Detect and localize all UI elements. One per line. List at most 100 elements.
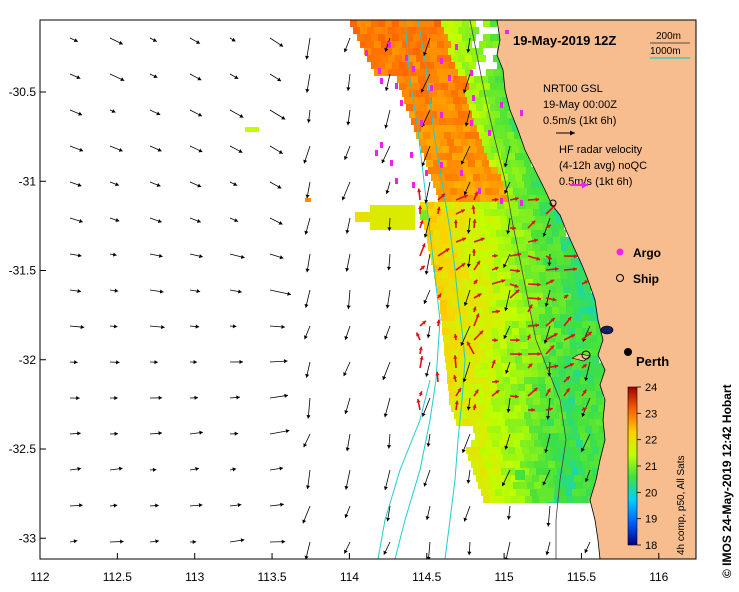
nrt-vector — [425, 253, 431, 275]
nrt-vector-head — [232, 324, 237, 329]
sst-pixel — [581, 384, 588, 391]
sst-pixel — [480, 223, 487, 230]
sst-pixel — [592, 426, 599, 433]
sst-pixel — [533, 419, 540, 426]
sst-pixel — [472, 132, 479, 139]
sst-pixel — [470, 167, 477, 174]
sst-pixel — [519, 167, 526, 174]
sst-pixel — [550, 356, 557, 363]
nrt-vector-head — [232, 467, 237, 472]
sst-pixel — [469, 62, 476, 69]
sst-pixel — [569, 440, 576, 447]
hf-vector-head — [528, 304, 533, 309]
nrt-vector — [269, 289, 292, 295]
nrt-vector-head — [281, 539, 286, 544]
sst-pixel — [487, 356, 494, 363]
nrt-vector-head — [424, 270, 429, 275]
sst-pixel — [513, 482, 520, 489]
nrt-vector-head — [423, 299, 428, 304]
nrt-vector-head — [346, 87, 351, 91]
sst-pixel — [420, 34, 427, 41]
nrt-vector-head — [238, 149, 243, 153]
sst-pixel — [430, 111, 437, 118]
nrt-vector-head — [305, 373, 310, 378]
sst-pixel — [451, 55, 458, 62]
sst-pixel — [504, 475, 511, 482]
sst-pixel — [510, 412, 517, 419]
sst-pixel — [567, 272, 574, 279]
sst-pixel — [486, 342, 493, 349]
sst-pixel — [494, 174, 501, 181]
sst-pixel — [458, 55, 465, 62]
sst-pixel — [587, 300, 594, 307]
nrt-vector-head — [156, 111, 161, 116]
sst-pixel — [447, 370, 454, 377]
sst-pixel — [556, 251, 563, 258]
sst-pixel — [456, 391, 463, 398]
sst-pixel — [395, 69, 402, 76]
sst-pixel — [446, 363, 453, 370]
sst-pixel — [452, 293, 459, 300]
sst-pixel — [579, 363, 586, 370]
hf-vector-head — [515, 289, 520, 294]
sst-pixel — [440, 307, 447, 314]
sst-pixel — [458, 251, 465, 258]
sst-pixel — [484, 244, 491, 251]
sst-pixel — [480, 195, 487, 202]
nrt-vector-head — [503, 163, 508, 168]
hf-vector-head — [416, 332, 420, 337]
sst-pixel — [588, 475, 595, 482]
sst-pixel — [519, 391, 526, 398]
nrt-vector-head — [199, 430, 203, 435]
sst-pixel — [451, 132, 458, 139]
sst-pixel — [520, 461, 527, 468]
hf-legend-line2: (4-12h avg) noQC — [559, 160, 647, 172]
nrt-vector-head — [195, 324, 200, 329]
sst-pixel — [482, 265, 489, 272]
sst-pixel — [445, 356, 452, 363]
sst-pixel — [554, 244, 561, 251]
sst-pixel — [516, 489, 523, 496]
nrt-vector-head — [234, 218, 239, 223]
sst-pixel — [545, 307, 552, 314]
sst-pixel — [472, 405, 479, 412]
colorbar-tick-label: 22 — [645, 435, 657, 447]
nrt-vector-head — [281, 324, 285, 329]
sst-pixel — [402, 69, 409, 76]
nrt-vector-head — [198, 503, 203, 508]
hf-vector-head — [512, 226, 516, 231]
sst-pixel — [514, 286, 521, 293]
sst-pixel — [435, 279, 442, 286]
sst-pixel — [487, 153, 494, 160]
sst-pixel — [446, 97, 453, 104]
hf-vector-head — [570, 334, 575, 338]
sst-pixel — [489, 454, 496, 461]
sst-pixel — [444, 132, 451, 139]
sst-pixel — [491, 419, 498, 426]
sst-pixel — [541, 188, 548, 195]
sst-pixel — [479, 251, 486, 258]
sst-pixel — [594, 370, 601, 377]
sst-pixel — [416, 41, 423, 48]
sst-pixel — [469, 83, 476, 90]
hf-vector-head — [569, 363, 574, 367]
sst-pixel — [487, 447, 494, 454]
nrt-vector-head — [384, 87, 389, 91]
sst-pixel — [553, 314, 560, 321]
sst-pixel — [511, 496, 518, 503]
nrt-vector-head — [76, 75, 81, 80]
sst-pixel — [449, 328, 456, 335]
sst-pixel — [477, 279, 484, 286]
nrt-vector-head — [421, 162, 426, 167]
sst-pixel — [563, 405, 570, 412]
sst-pixel — [564, 447, 571, 454]
sst-pixel — [591, 342, 598, 349]
sst-pixel — [546, 314, 553, 321]
sst-pixel — [540, 279, 547, 286]
nrt-vector-head — [344, 485, 349, 490]
sst-pixel — [500, 216, 507, 223]
argo-float — [460, 170, 463, 176]
sst-pixel — [492, 188, 499, 195]
sst-pixel — [555, 335, 562, 342]
sst-pixel — [583, 440, 590, 447]
